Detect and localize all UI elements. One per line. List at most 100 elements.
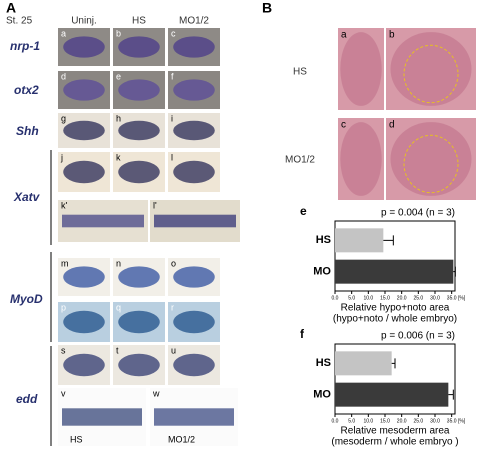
outline <box>403 44 459 104</box>
sublabel: a <box>341 30 347 41</box>
panel-label: B <box>262 0 272 16</box>
gene-label: otx2 <box>14 83 39 97</box>
sublabel: j <box>60 152 63 162</box>
x-tick-label: 5.0 <box>348 418 355 424</box>
sublabel: d <box>389 120 395 131</box>
error-bar <box>448 389 454 400</box>
annotation: p = 0.006 (n = 3) <box>381 331 455 342</box>
sublabel: k <box>116 152 121 162</box>
gene-label: nrp-1 <box>10 39 40 53</box>
sublabel: i <box>171 113 173 123</box>
sublabel: n <box>116 258 121 268</box>
sublabel: t <box>116 345 119 355</box>
category-label: MO <box>313 389 331 401</box>
x-tick-label: 15.0 <box>380 418 390 424</box>
error-bar <box>391 358 396 369</box>
sublabel: w <box>152 388 160 398</box>
embryo <box>118 79 160 101</box>
sublabel: r <box>171 302 174 312</box>
tissue <box>340 122 382 196</box>
embryo <box>173 266 215 288</box>
x-tick-label: 25.0 <box>413 418 423 424</box>
row-label: HS <box>293 67 307 78</box>
error-bar <box>453 266 456 277</box>
gene-label: Xatv <box>13 190 41 204</box>
embryo <box>63 353 105 377</box>
sublabel: k' <box>61 200 68 210</box>
embryo <box>118 36 160 58</box>
column-header: Uninj. <box>71 16 97 27</box>
panel-label: A <box>6 0 16 16</box>
sublabel: a <box>61 28 66 38</box>
gene-label: MyoD <box>10 292 43 306</box>
x-tick-label: 30.0 <box>430 418 440 424</box>
sublabel: u <box>171 345 176 355</box>
x-axis-label: Relative hypo+noto area <box>341 303 450 314</box>
embryo <box>118 120 160 141</box>
sublabel: c <box>341 120 346 131</box>
category-label: HS <box>316 234 331 246</box>
sublabel: v <box>61 388 66 398</box>
x-axis-label: (mesoderm / whole embryo ) <box>331 437 458 448</box>
embryo <box>63 79 105 101</box>
unit: [%] <box>458 295 466 301</box>
stage-label: St. 25 <box>6 16 33 27</box>
embryo <box>118 353 160 377</box>
outline <box>403 134 459 194</box>
column-header: MO1/2 <box>179 16 209 27</box>
column-header: HS <box>132 16 146 27</box>
category-label: HS <box>316 357 331 369</box>
embryo <box>63 266 105 288</box>
embryo <box>173 79 215 101</box>
stain-band <box>62 408 142 426</box>
x-tick-label: 25.0 <box>413 295 423 301</box>
sublabel: l' <box>153 200 157 210</box>
x-tick-label: 0.0 <box>332 295 339 301</box>
sublabel: g <box>61 113 66 123</box>
embryo <box>118 266 160 288</box>
embryo <box>118 160 160 184</box>
chart-label: f <box>300 327 305 341</box>
sublabel: b <box>389 30 395 41</box>
sublabel: c <box>171 28 176 38</box>
sublabel: d <box>61 71 66 81</box>
x-tick-label: 15.0 <box>380 295 390 301</box>
x-axis-label: Relative mesoderm area <box>341 426 450 437</box>
gene-label: Shh <box>16 124 39 138</box>
x-tick-label: 20.0 <box>397 295 407 301</box>
sublabel: q <box>116 302 121 312</box>
bar <box>335 228 384 253</box>
stain-band <box>154 214 236 228</box>
embryo <box>63 120 105 141</box>
sublabel: p <box>61 302 66 312</box>
embryo <box>173 160 215 184</box>
sublabel: m <box>61 258 69 268</box>
unit: [%] <box>458 418 466 424</box>
bar <box>335 351 392 376</box>
x-tick-label: 35.0 <box>447 295 457 301</box>
embryo-label: HS <box>70 434 83 444</box>
embryo <box>173 310 215 334</box>
stain-band <box>154 408 234 426</box>
error-bar <box>383 235 394 246</box>
x-tick-label: 35.0 <box>447 418 457 424</box>
row-label: MO1/2 <box>285 155 315 166</box>
tissue <box>340 32 382 106</box>
sublabel: s <box>61 345 66 355</box>
x-tick-label: 10.0 <box>363 418 373 424</box>
embryo <box>118 310 160 334</box>
sublabel: l <box>171 152 173 162</box>
tissue <box>390 32 472 106</box>
embryo <box>63 36 105 58</box>
embryo-label: MO1/2 <box>168 434 195 444</box>
bar <box>335 259 454 284</box>
sublabel: f <box>171 71 174 81</box>
sublabel: b <box>116 28 121 38</box>
embryo <box>173 36 215 58</box>
embryo <box>63 310 105 334</box>
plot-frame <box>334 343 456 415</box>
stain-band <box>62 214 144 228</box>
annotation: p = 0.004 (n = 3) <box>381 208 455 219</box>
sublabel: h <box>116 113 121 123</box>
